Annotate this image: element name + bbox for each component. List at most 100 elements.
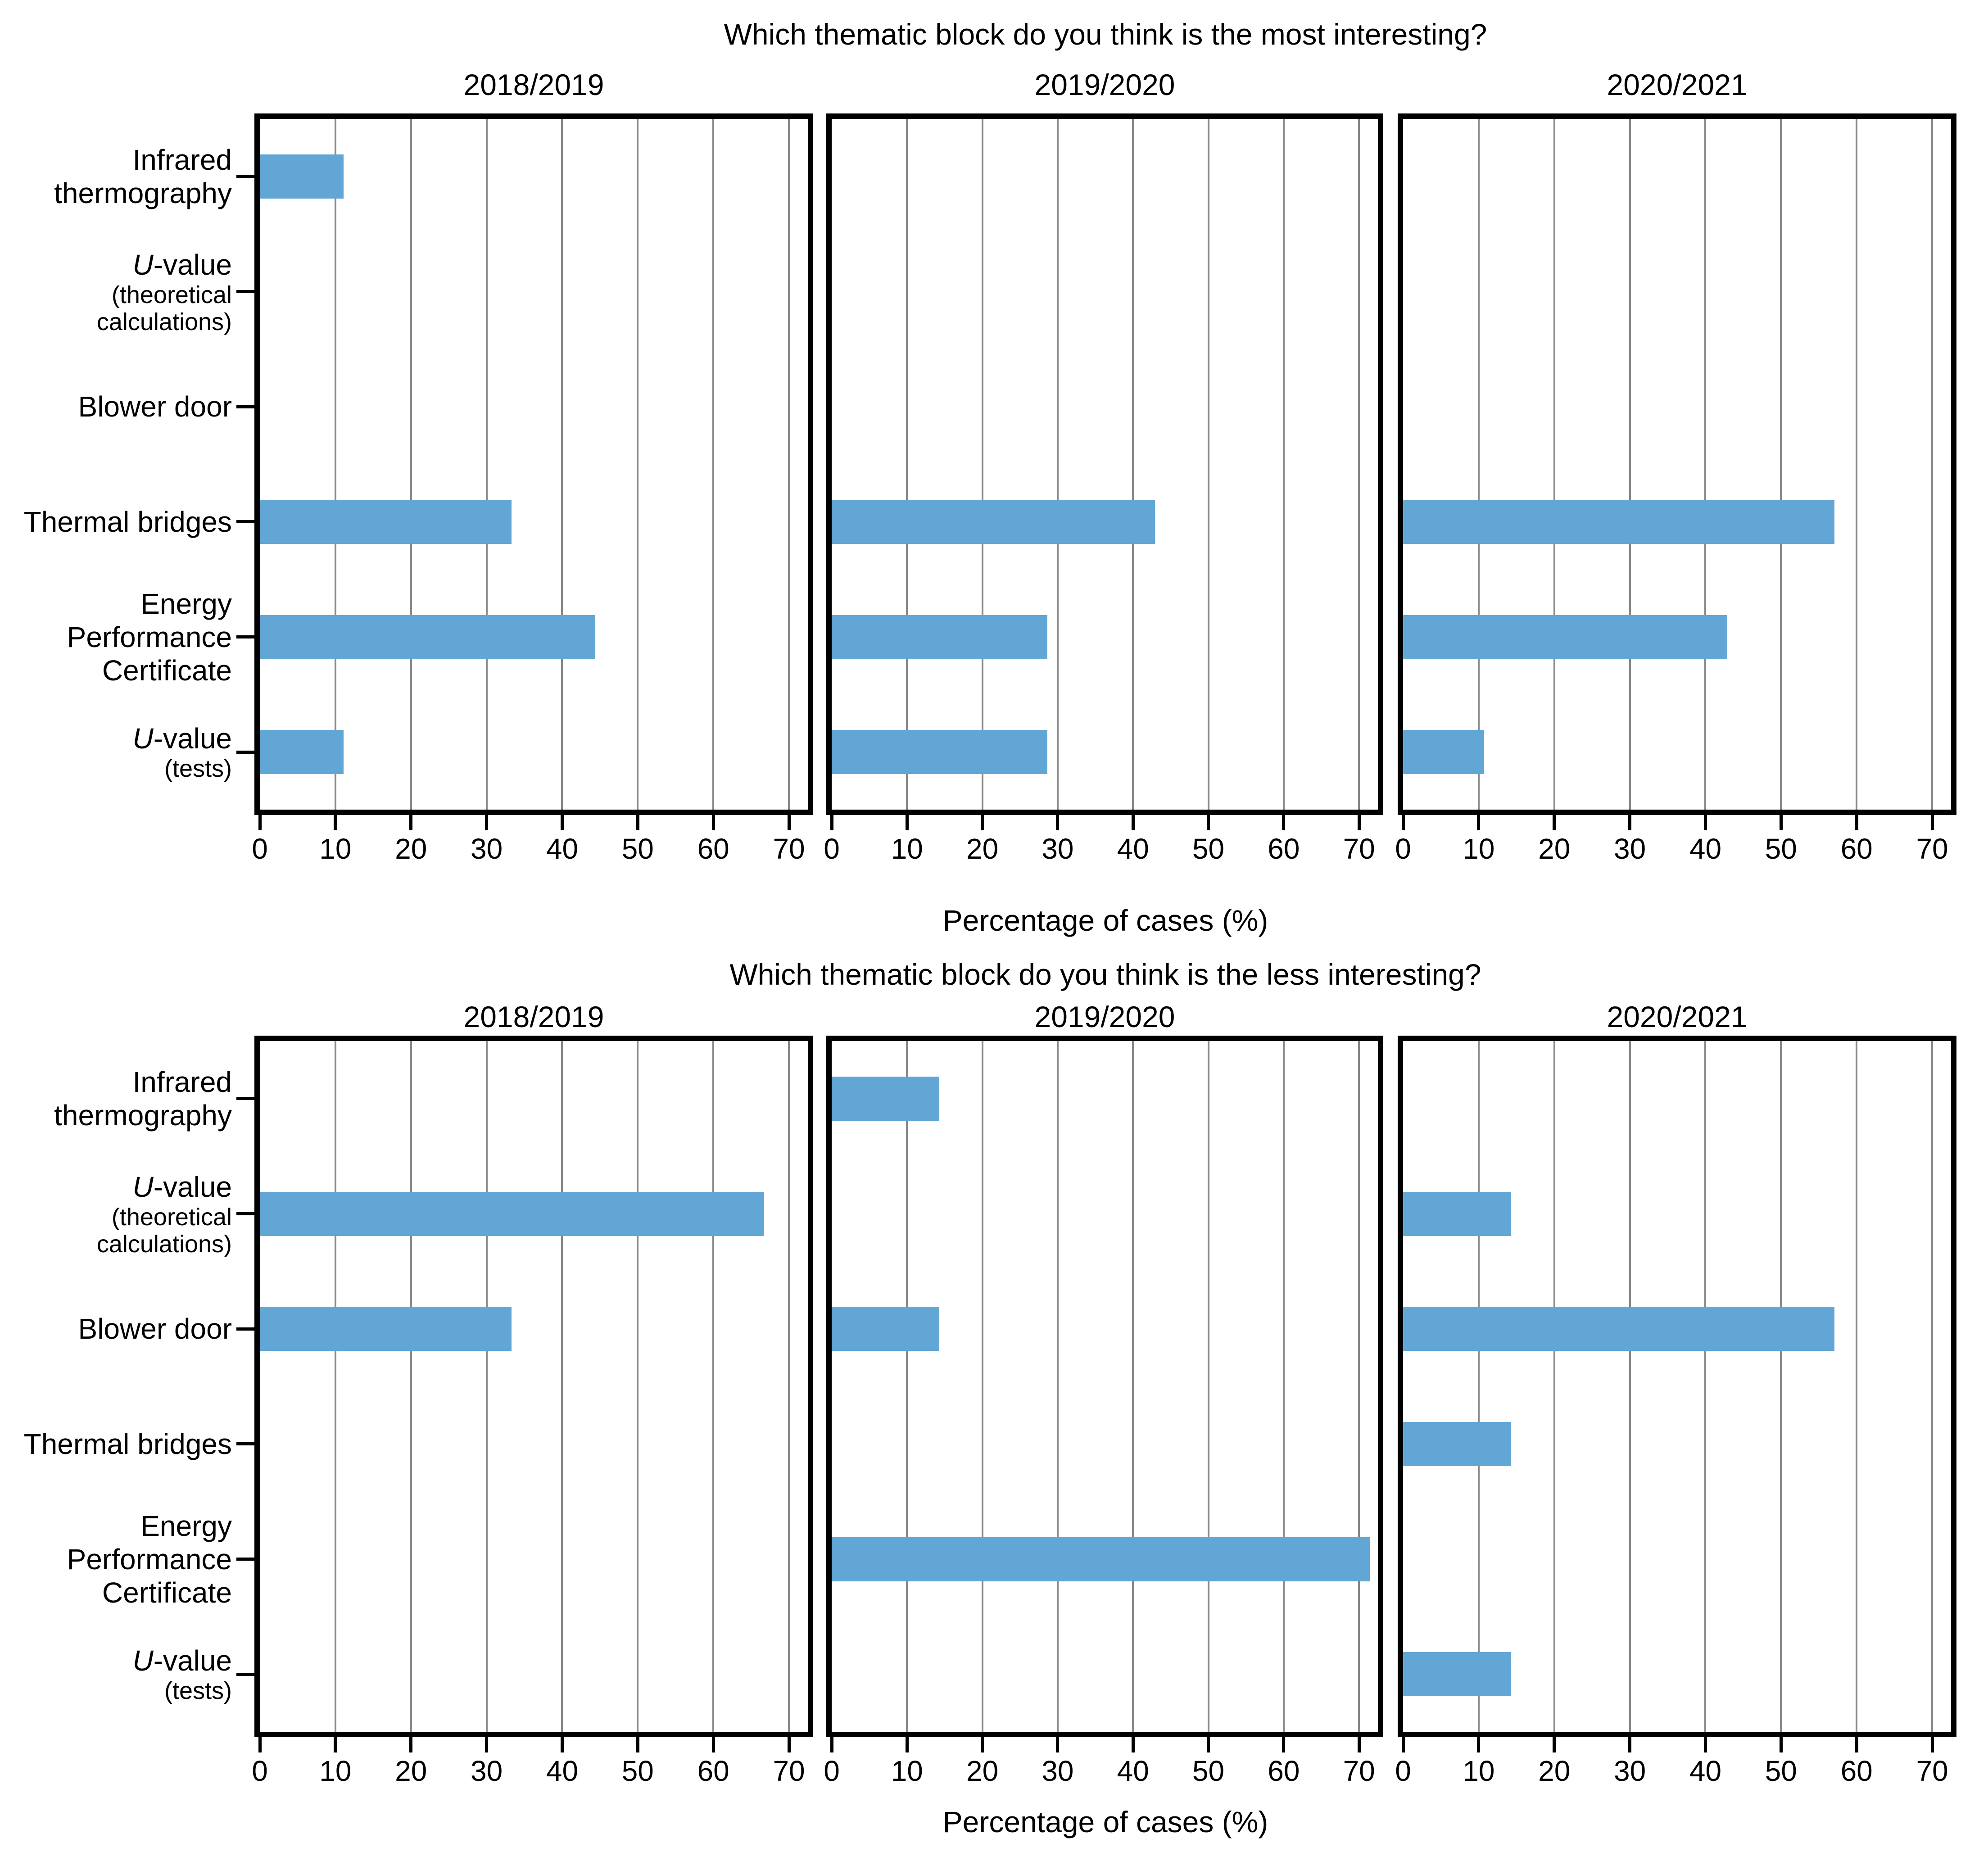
gridline-10 bbox=[1477, 1041, 1480, 1732]
category-label-line: Energy bbox=[140, 1509, 232, 1542]
y-axis-tick bbox=[236, 1097, 254, 1100]
x-tick-label: 0 bbox=[252, 833, 268, 865]
gridline-40 bbox=[1132, 119, 1134, 810]
x-axis-tick bbox=[1855, 815, 1858, 830]
panel-header-2019-2020: 2019/2020 bbox=[1034, 68, 1175, 101]
x-axis-tick bbox=[1282, 1737, 1286, 1752]
x-tick-label: 40 bbox=[1689, 1755, 1722, 1787]
bar-energy-performance-certificate bbox=[1403, 615, 1728, 659]
x-axis-tick bbox=[1779, 1737, 1783, 1752]
panel-header-2020-2021: 2020/2021 bbox=[1607, 68, 1748, 101]
x-tick-label: 50 bbox=[621, 833, 654, 865]
panel-header-2019-2020: 2019/2020 bbox=[1034, 1000, 1175, 1033]
x-axis-tick bbox=[787, 815, 791, 830]
category-label-line: Performance bbox=[67, 620, 232, 653]
category-label-line: Certificate bbox=[102, 1576, 232, 1609]
x-tick-label: 50 bbox=[621, 1755, 654, 1787]
y-axis-tick bbox=[236, 290, 254, 293]
category-label-thermal-bridges: Thermal bridges bbox=[0, 505, 232, 539]
gridline-60 bbox=[1282, 1041, 1285, 1732]
category-label-blower-door: Blower door bbox=[0, 390, 232, 423]
x-axis-tick bbox=[1131, 1737, 1135, 1752]
panel-header-2018-2019: 2018/2019 bbox=[463, 68, 604, 101]
gridline-40 bbox=[1704, 119, 1707, 810]
bar-u-value-tests bbox=[1403, 730, 1484, 774]
gridline-30 bbox=[1056, 119, 1059, 810]
bar-thermal-bridges bbox=[1403, 1422, 1512, 1466]
x-tick-label: 0 bbox=[1395, 1755, 1411, 1787]
x-axis-tick bbox=[636, 1737, 639, 1752]
category-label-line: Performance bbox=[67, 1543, 232, 1576]
gridline-50 bbox=[1207, 119, 1209, 810]
x-axis-tick bbox=[409, 1737, 413, 1752]
x-tick-label: 20 bbox=[1538, 1755, 1571, 1787]
x-axis-tick bbox=[981, 1737, 984, 1752]
category-label-u-value-theoretical-calculations: U-value (theoretical calculations) bbox=[0, 248, 232, 335]
x-axis-tick bbox=[981, 815, 984, 830]
x-tick-label: 30 bbox=[1042, 833, 1074, 865]
x-tick-label: 40 bbox=[1689, 833, 1722, 865]
x-tick-label: 10 bbox=[891, 1755, 923, 1787]
x-tick-label: 40 bbox=[546, 833, 579, 865]
bar-thermal-bridges bbox=[832, 499, 1155, 544]
bar-infrared-thermography bbox=[832, 1076, 940, 1121]
category-label-line: thermography bbox=[54, 1099, 232, 1132]
category-label-line: (tests) bbox=[164, 1677, 232, 1705]
x-axis-tick bbox=[258, 815, 262, 830]
x-tick-label: 70 bbox=[773, 1755, 805, 1787]
gridline-30 bbox=[485, 1041, 488, 1732]
bar-thermal-bridges bbox=[1403, 499, 1835, 544]
x-axis-tick bbox=[1930, 1737, 1934, 1752]
y-axis-tick bbox=[236, 175, 254, 178]
x-tick-label: 60 bbox=[1840, 833, 1873, 865]
gridline-40 bbox=[561, 1041, 563, 1732]
x-axis-tick bbox=[1056, 1737, 1060, 1752]
panel-header-2020-2021: 2020/2021 bbox=[1607, 1000, 1748, 1033]
x-axis-tick bbox=[830, 815, 833, 830]
plot-area bbox=[832, 119, 1378, 810]
panel-most-2019-2020 bbox=[826, 113, 1383, 815]
plot-area bbox=[1403, 1041, 1951, 1732]
gridline-70 bbox=[1931, 119, 1934, 810]
category-label-energy-performance-certificate: Energy Performance Certificate bbox=[0, 587, 232, 687]
bar-u-value-theoretical-calculations bbox=[1403, 1191, 1512, 1236]
x-tick-label: 20 bbox=[395, 833, 427, 865]
x-axis-tick bbox=[1207, 1737, 1210, 1752]
gridline-10 bbox=[906, 1041, 908, 1732]
x-tick-label: 40 bbox=[1117, 833, 1149, 865]
gridline-60 bbox=[712, 119, 715, 810]
x-tick-label: 0 bbox=[824, 1755, 840, 1787]
x-tick-label: 10 bbox=[319, 833, 352, 865]
category-label-line: Blower door bbox=[78, 1313, 232, 1345]
category-label-line: (theoretical bbox=[111, 281, 232, 308]
x-axis-tick bbox=[1282, 815, 1286, 830]
x-tick-label: 70 bbox=[1343, 833, 1375, 865]
x-axis-tick bbox=[1207, 815, 1210, 830]
x-axis-tick bbox=[905, 815, 909, 830]
bar-u-value-tests bbox=[1403, 1652, 1512, 1697]
bar-energy-performance-certificate bbox=[832, 615, 1047, 659]
x-axis-tick bbox=[560, 1737, 564, 1752]
y-axis-tick bbox=[236, 750, 254, 754]
gridline-50 bbox=[1780, 119, 1782, 810]
x-tick-label: 10 bbox=[891, 833, 923, 865]
gridline-60 bbox=[712, 1041, 715, 1732]
x-axis-tick bbox=[1855, 1737, 1858, 1752]
x-tick-label: 0 bbox=[1395, 833, 1411, 865]
x-tick-label: 30 bbox=[470, 833, 503, 865]
x-tick-label: 40 bbox=[546, 1755, 579, 1787]
category-label-line: (tests) bbox=[164, 755, 232, 783]
y-axis-tick bbox=[236, 1442, 254, 1446]
x-tick-label: 70 bbox=[1916, 833, 1948, 865]
chart-title-less-interesting: Which thematic block do you think is the… bbox=[729, 958, 1481, 991]
x-tick-label: 50 bbox=[1765, 833, 1797, 865]
category-label-line: Infrared bbox=[132, 143, 232, 176]
category-label-line: U-value bbox=[132, 1170, 232, 1203]
gridline-10 bbox=[906, 119, 908, 810]
bar-energy-performance-certificate bbox=[260, 615, 596, 659]
gridline-20 bbox=[981, 1041, 983, 1732]
x-tick-label: 50 bbox=[1192, 1755, 1225, 1787]
panel-less-2018-2019 bbox=[254, 1036, 813, 1737]
x-tick-label: 70 bbox=[1343, 1755, 1375, 1787]
category-label-line: Energy bbox=[140, 587, 232, 620]
